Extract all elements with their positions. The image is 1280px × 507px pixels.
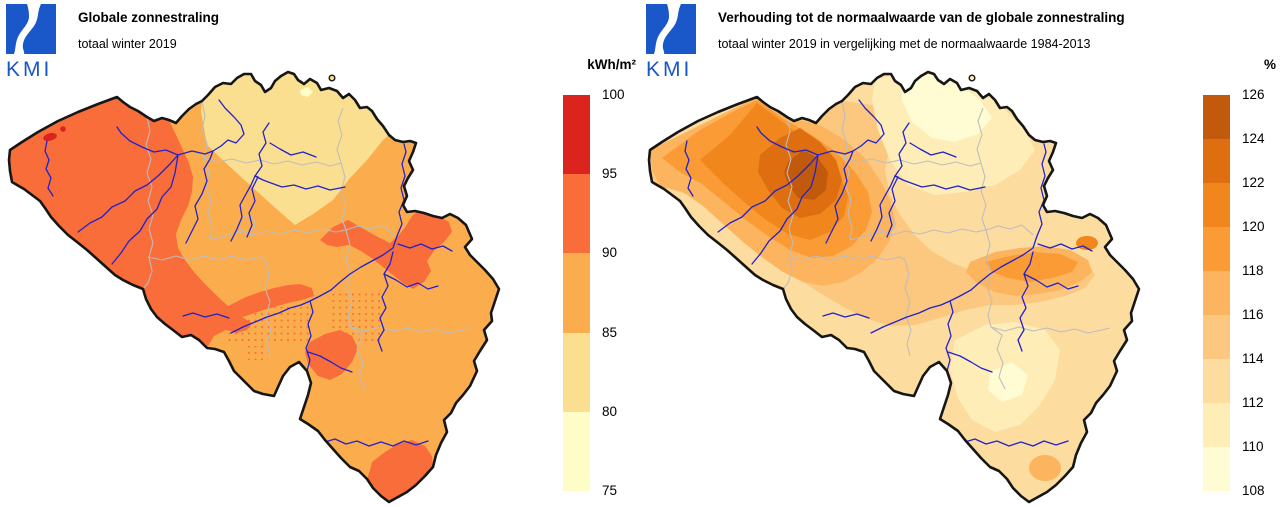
choropleth-layer bbox=[9, 72, 499, 502]
colorbar-tick-label: 108 bbox=[1242, 483, 1265, 498]
colorbar-tick-label: 80 bbox=[602, 403, 618, 419]
kmi-logo-mark bbox=[6, 4, 56, 54]
region-118-120-liege bbox=[985, 252, 1078, 282]
colorbar-segment bbox=[563, 174, 590, 254]
colorbar-tick-label: 116 bbox=[1242, 307, 1264, 322]
baarle-enclave-dot bbox=[968, 74, 976, 82]
region-116-118-south-tip bbox=[1029, 455, 1061, 481]
colorbar-tick-label: 124 bbox=[1242, 131, 1265, 146]
colorbar-segment bbox=[1203, 271, 1230, 315]
colorbar-unit-label: kWh/m² bbox=[587, 57, 636, 72]
choropleth-layer bbox=[649, 72, 1139, 502]
kmi-logo: KMI bbox=[6, 4, 66, 80]
colorbar-segment bbox=[563, 253, 590, 333]
right-panel: KMI Verhouding tot de normaalwaarde van … bbox=[640, 0, 1280, 507]
kmi-logo: KMI bbox=[646, 4, 706, 80]
colorbar-tick-label: 90 bbox=[602, 245, 618, 261]
colorbar-tick-label: 95 bbox=[602, 166, 618, 182]
colorbar-segment bbox=[1203, 315, 1230, 359]
colorbar-segment bbox=[563, 411, 590, 491]
kmi-logo-text: KMI bbox=[646, 58, 693, 81]
colorbar-segment bbox=[1203, 359, 1230, 403]
left-panel: KMI Globale zonnestraling totaal winter … bbox=[6, 4, 636, 504]
colorbar-tick-label: 85 bbox=[602, 324, 618, 340]
colorbar-segment bbox=[563, 95, 590, 175]
region-90-95-south-tip bbox=[367, 440, 433, 502]
region-90-95-east-spot bbox=[474, 226, 495, 245]
colorbar-wrap: 100 95 90 85 80 75 bbox=[563, 87, 673, 498]
colorbar-tick-label: 122 bbox=[1242, 175, 1265, 190]
colorbar-tick-label: 118 bbox=[1242, 263, 1264, 278]
ratio-to-normal-map bbox=[647, 70, 1141, 504]
colorbar-tick-label: 75 bbox=[602, 483, 618, 498]
colorbar-tick-label: 112 bbox=[1242, 395, 1264, 410]
colorbar-segment bbox=[1203, 139, 1230, 183]
colorbar-segment bbox=[1203, 403, 1230, 447]
colorbar-segment bbox=[563, 332, 590, 412]
stippled-area bbox=[330, 293, 384, 343]
colorbar-segment bbox=[1203, 447, 1230, 491]
region-108-110-ardennes bbox=[988, 362, 1028, 402]
stippled-area bbox=[248, 346, 268, 360]
page-title: Verhouding tot de normaalwaarde van de g… bbox=[718, 10, 1125, 25]
region-75-80-spot bbox=[300, 87, 313, 97]
colorbar bbox=[1203, 95, 1230, 491]
page-title: Globale zonnestraling bbox=[78, 10, 220, 25]
colorbar-tick-label: 100 bbox=[602, 87, 625, 102]
colorbar-tick-label: 114 bbox=[1242, 351, 1264, 366]
solar-radiation-map bbox=[7, 70, 501, 504]
colorbar-tick-label: 110 bbox=[1242, 439, 1264, 454]
region-95-100-coast-dot bbox=[60, 126, 66, 132]
kmi-logo-mark bbox=[646, 4, 696, 54]
region-90-95-meuse-valley bbox=[320, 211, 452, 289]
colorbar-tick-label: 126 bbox=[1242, 87, 1265, 102]
colorbar-segment bbox=[1203, 183, 1230, 227]
page-subtitle: totaal winter 2019 in vergelijking met d… bbox=[718, 37, 1091, 51]
region-95-100-coast-spot bbox=[43, 132, 57, 142]
colorbar-unit-label: % bbox=[1263, 57, 1276, 72]
colorbar-segment bbox=[1203, 95, 1230, 139]
kmi-logo-text: KMI bbox=[6, 58, 53, 81]
page-subtitle: totaal winter 2019 bbox=[78, 37, 177, 51]
region-90-95-west bbox=[9, 97, 252, 348]
colorbar-wrap: 126 124 122 120 118 116 114 112 110 108 bbox=[1203, 87, 1280, 498]
colorbar-tick-label: 120 bbox=[1242, 219, 1265, 234]
colorbar-segment bbox=[1203, 227, 1230, 271]
baarle-enclave-dot bbox=[328, 74, 336, 82]
colorbar bbox=[563, 95, 590, 491]
region-108-110-northeast bbox=[902, 74, 992, 142]
